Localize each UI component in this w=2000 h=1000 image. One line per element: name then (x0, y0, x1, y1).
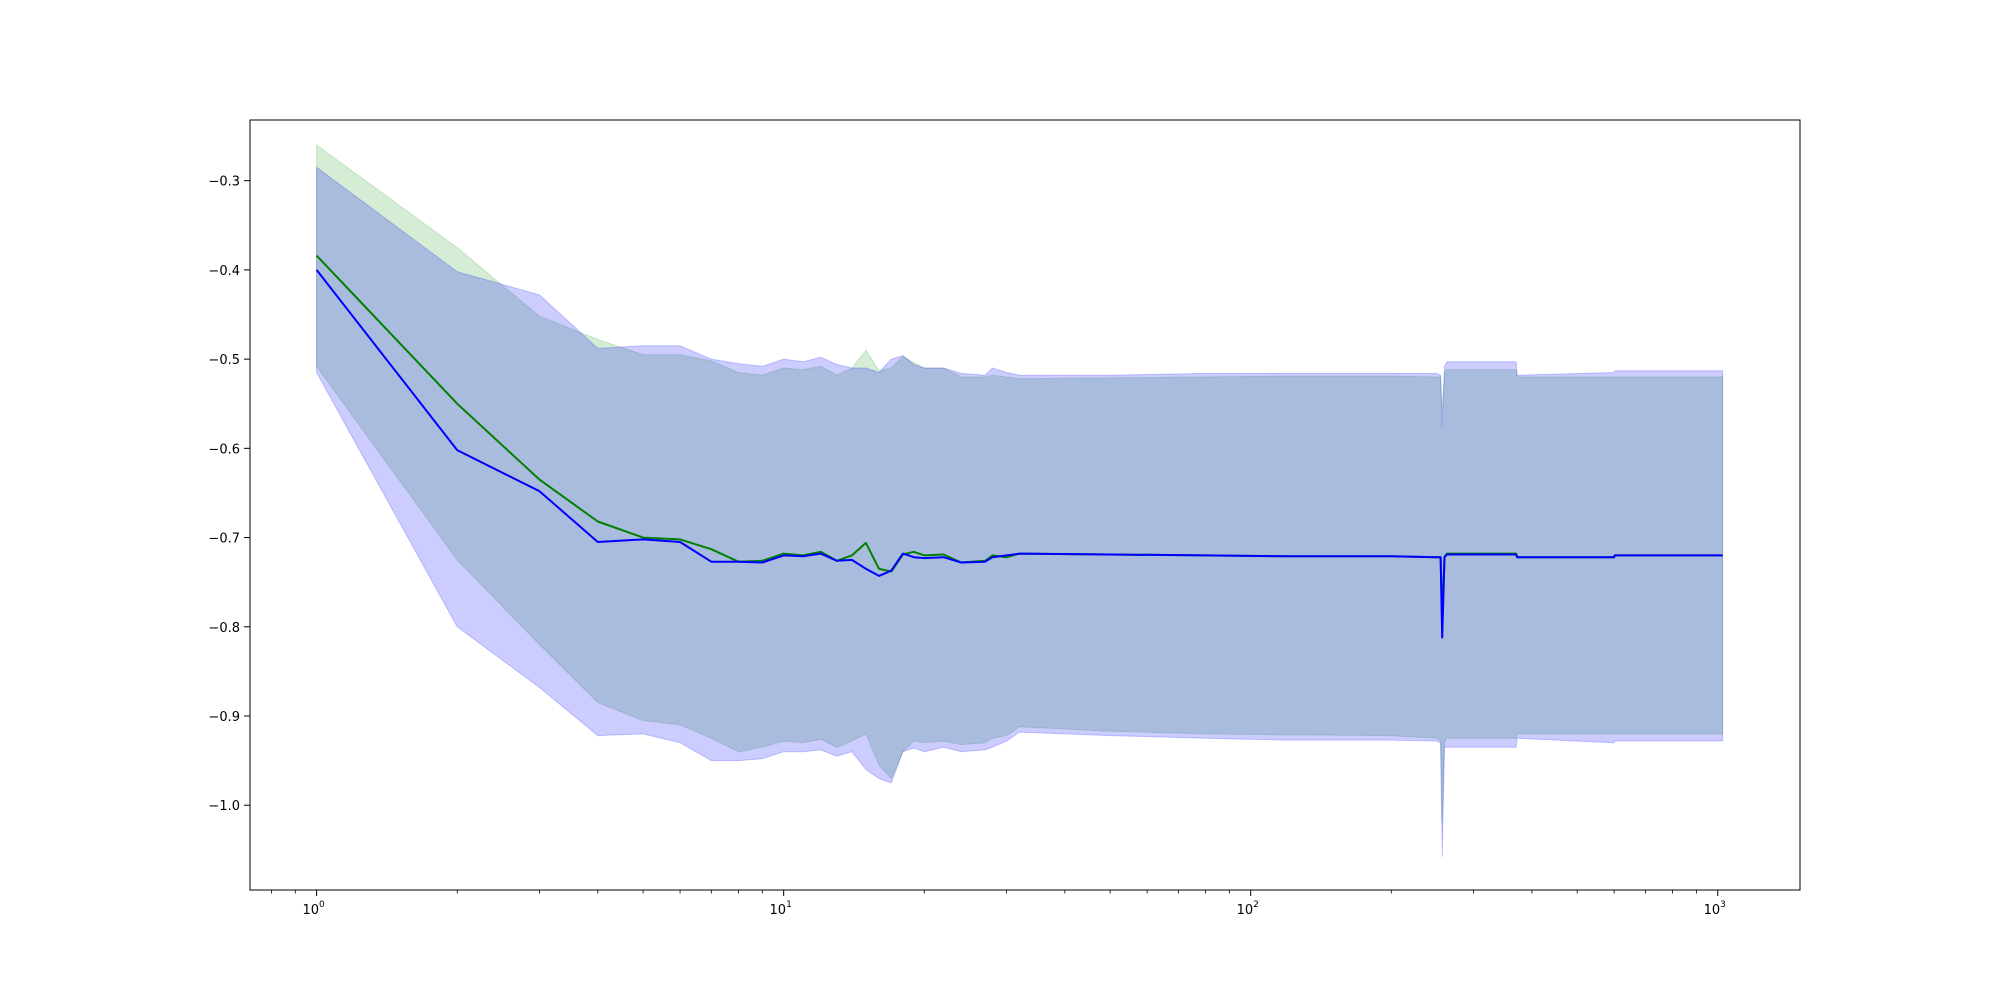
x-tick-label: 103 (1704, 900, 1726, 918)
confidence-bands (316, 144, 1724, 858)
y-tick-label: −0.6 (208, 442, 240, 457)
x-axis: 100 101 102 103 (270, 890, 1726, 918)
y-tick-label: −0.4 (208, 264, 240, 279)
y-tick-label: −0.3 (208, 175, 240, 190)
y-tick-label: −0.9 (208, 710, 240, 725)
series-1-line (315, 269, 1723, 639)
x-tick-label: 102 (1237, 900, 1259, 918)
series-1-band (316, 166, 1724, 858)
y-tick-label: −1.0 (208, 799, 240, 814)
y-tick-label: −0.7 (208, 532, 240, 547)
y-tick-label: −0.5 (208, 353, 240, 368)
x-tick-label: 100 (302, 900, 325, 918)
y-tick-label: −0.8 (208, 621, 240, 636)
series-lines (315, 254, 1723, 639)
series-0-band (316, 144, 1724, 824)
plot-frame (249, 119, 1801, 891)
x-tick-label: 101 (770, 900, 792, 918)
y-axis: −0.3 −0.4 −0.5 −0.6 −0.7 −0.8 −0.9 −1.0 (208, 175, 250, 814)
